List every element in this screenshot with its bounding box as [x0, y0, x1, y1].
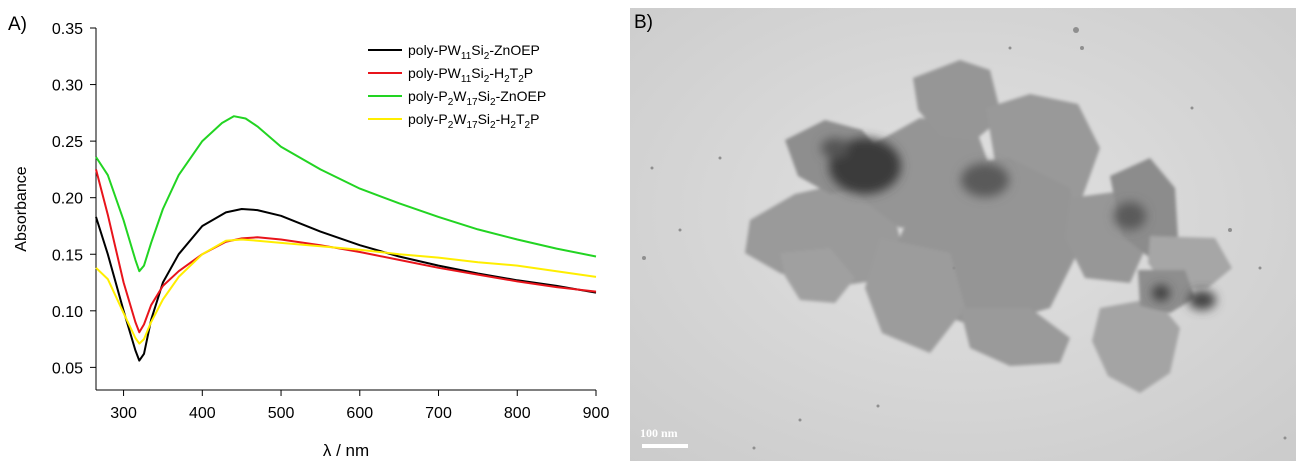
x-axis-label: λ / nm — [323, 441, 369, 460]
tem-micrograph: 100 nm — [630, 8, 1296, 461]
panel-b-label: B) — [634, 12, 653, 33]
y-axis-label: Absorbance — [13, 166, 30, 251]
scale-bar-label: 100 nm — [640, 426, 678, 440]
debris-specks — [642, 27, 1287, 450]
panel-a-label: A) — [8, 14, 27, 35]
y-tick-label: 0.35 — [52, 21, 83, 38]
x-tick-label: 700 — [425, 405, 452, 422]
dark-particles — [821, 138, 1216, 310]
y-tick-label: 0.10 — [52, 304, 83, 321]
y-tick-label: 0.15 — [52, 247, 83, 264]
legend-entry-1: poly-PW11Si2-ZnOEP — [408, 42, 540, 62]
scale-bar — [642, 444, 688, 448]
series-line-3 — [95, 115, 597, 273]
y-tick-label: 0.05 — [52, 360, 83, 377]
x-tick-label: 500 — [268, 405, 295, 422]
y-tick-label: 0.30 — [52, 78, 83, 95]
x-tick-label: 300 — [110, 405, 137, 422]
legend-entry-2: poly-PW11Si2-H2T2P — [408, 65, 533, 85]
legend-entry-3: poly-P2W17Si2-ZnOEP — [408, 88, 546, 108]
y-tick-label: 0.25 — [52, 134, 83, 151]
tem-image — [630, 8, 1296, 461]
series-line-4 — [95, 238, 597, 345]
absorbance-chart: 0.05 0.10 0.15 0.20 0.25 0.30 0.35 300 400 500 600… — [13, 21, 610, 460]
y-tick-label: 0.20 — [52, 191, 83, 208]
x-tick-label: 900 — [583, 405, 610, 422]
legend-entry-4: poly-P2W17Si2-H2T2P — [408, 111, 539, 131]
x-tick-label: 400 — [189, 405, 216, 422]
x-tick-label: 800 — [504, 405, 531, 422]
series-line-1 — [95, 208, 597, 362]
x-tick-label: 600 — [346, 405, 373, 422]
